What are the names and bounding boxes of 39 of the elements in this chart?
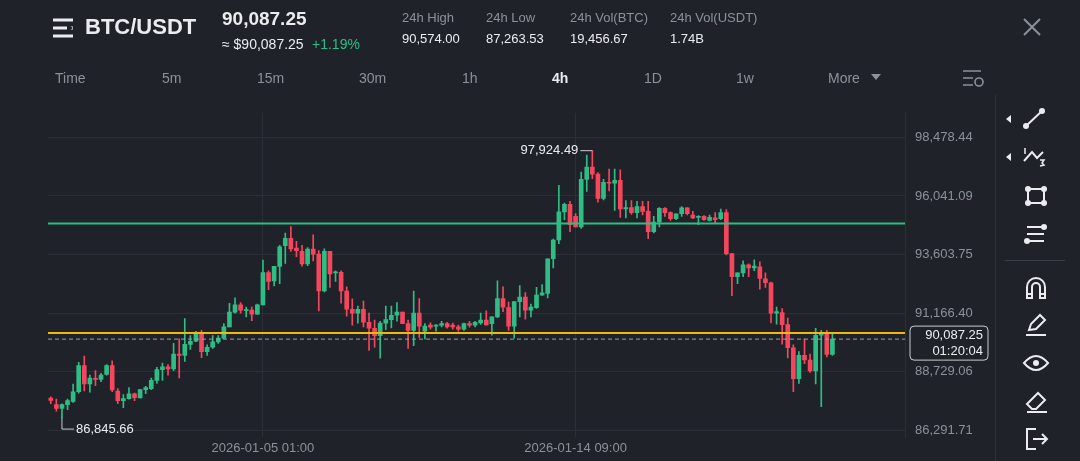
y-tick-label: 98,478.44 xyxy=(915,128,973,144)
chart-subtitle: 90,087.25 xyxy=(222,8,307,30)
text: 24h Vol(USDT) xyxy=(670,10,758,25)
text: 87,263.53 xyxy=(486,31,544,46)
text: 1D xyxy=(644,70,662,86)
candlestick xyxy=(282,232,288,264)
text: Time xyxy=(55,70,86,86)
y-tick-label: 91,166.40 xyxy=(915,304,973,320)
text: 15m xyxy=(257,70,285,86)
candlestick xyxy=(751,259,757,272)
text: 1h xyxy=(462,70,478,86)
candlestick xyxy=(612,168,618,211)
text: 5m xyxy=(162,70,182,86)
text: 19,456.67 xyxy=(570,31,628,46)
text: 30m xyxy=(359,70,387,86)
y-tick-label: 93,603.75 xyxy=(915,246,973,262)
text: 24h High xyxy=(402,10,455,25)
chart-title: BTC/USDT xyxy=(85,14,197,40)
text: 24h Vol(BTC) xyxy=(570,10,649,25)
ref-line-label: 90,087.25 xyxy=(925,326,983,342)
candlestick xyxy=(243,306,249,318)
y-tick-label: 86,291.71 xyxy=(915,421,973,437)
candlestick xyxy=(176,338,182,379)
text: 90,574.00 xyxy=(402,31,460,46)
text: 1w xyxy=(736,70,754,86)
text: 1.74B xyxy=(670,31,704,46)
y-tick-label: 96,041.09 xyxy=(915,187,973,203)
x-tick-label: 2026-01-05 01:00 xyxy=(211,439,315,455)
annotation: 86,845.66 xyxy=(75,420,134,436)
y-tick-label: 88,729.06 xyxy=(915,363,973,379)
text: 24h Low xyxy=(486,10,536,25)
text: 4h xyxy=(552,70,569,86)
annotation: 97,924.49 xyxy=(520,142,579,158)
text: +1.19% xyxy=(312,36,360,52)
text: More xyxy=(828,70,860,86)
text: ≈ $90,087.25 xyxy=(222,36,304,52)
candlestick xyxy=(606,168,612,192)
x-tick-label: 2026-01-14 09:00 xyxy=(524,439,627,455)
text: 01:20:04 xyxy=(932,342,983,358)
